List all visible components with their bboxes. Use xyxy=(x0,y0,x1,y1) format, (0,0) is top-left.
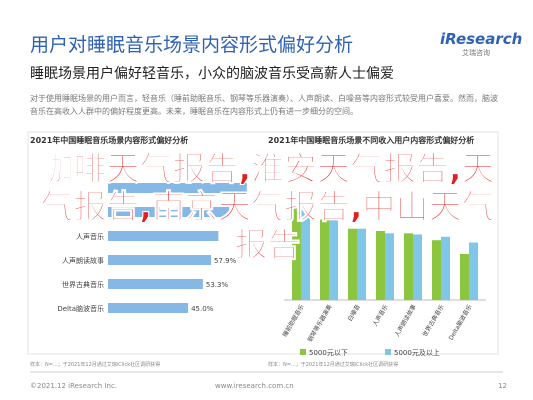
category-label: 钢琴等乐器演奏 xyxy=(306,303,334,343)
bar xyxy=(301,210,310,300)
bar xyxy=(108,255,212,265)
bar xyxy=(329,219,338,300)
legend-label: 5000元以下 xyxy=(309,349,348,357)
category-label: 人声朗读故事 xyxy=(393,303,418,338)
copyright: ©2021.12 iResearch Inc. xyxy=(30,382,117,390)
logo-sub: 艾瑞咨询 xyxy=(462,49,490,57)
value-label: 53.3% xyxy=(206,281,229,289)
value-label: 45.0% xyxy=(191,305,214,313)
chart-title: 2021年中国睡眠音乐场景内容形式偏好分析 xyxy=(30,135,188,145)
bar xyxy=(108,183,247,193)
bar xyxy=(357,228,366,300)
bar xyxy=(108,279,203,289)
bar xyxy=(108,231,219,241)
note: 样本：N=...；于2021年12月通过艾瑞iClick社区调研获得 xyxy=(30,361,160,368)
category-label: 白噪音 xyxy=(346,303,362,323)
subtitle: 睡眠场景用户偏好轻音乐，小众的脑波音乐受高薪人士偏爱 xyxy=(30,66,394,82)
category-label: 世界古典音乐 xyxy=(421,303,446,338)
category-label: 睡前助眠音乐 xyxy=(281,303,306,338)
value-label: 57.9% xyxy=(214,257,237,265)
bar xyxy=(404,233,413,300)
bar xyxy=(108,303,189,313)
bar xyxy=(348,228,357,300)
logo: iResearch xyxy=(440,30,523,48)
bar xyxy=(469,242,478,300)
category-label: 人声朗读故事 xyxy=(62,256,104,265)
category-label: 人声音乐 xyxy=(76,232,104,241)
bar xyxy=(385,233,394,300)
bar xyxy=(376,231,385,300)
category-label: Delta脑波音乐 xyxy=(447,303,474,342)
bar xyxy=(460,254,469,300)
page-number: 12 xyxy=(498,382,507,390)
category-label: 人声音乐 xyxy=(371,303,390,328)
bar xyxy=(413,234,422,300)
overlay-text: 咖啡天气报告,淮安天气报告,天气报告,南京天气报告,中山天气报告 xyxy=(40,149,495,264)
site: www.iresearch.com.cn xyxy=(215,382,294,390)
legend-label: 5000元及以上 xyxy=(394,348,440,357)
legend-swatch xyxy=(300,349,306,355)
bar xyxy=(441,236,450,300)
title: 用户对睡眠音乐场景内容形式偏好分析 xyxy=(30,34,354,56)
paragraph: 对于使用睡眠场景的用户而言，轻音乐（睡前助眠音乐、钢琴等乐器演奏）、人声朗读、白… xyxy=(30,94,498,116)
note: 样本：N=...；于2021年12月通过艾瑞iClick社区调研获得 xyxy=(268,361,398,368)
bar xyxy=(320,219,329,300)
chart-title: 2021年中国睡眠音乐场景不同收入用户内容形式偏好分析 xyxy=(268,135,474,145)
legend-swatch xyxy=(385,349,391,355)
bar xyxy=(292,208,301,300)
category-label: 世界古典音乐 xyxy=(62,280,104,289)
bar xyxy=(108,207,230,217)
frame xyxy=(27,131,499,355)
bar xyxy=(432,240,441,300)
category-label: Delta脑波音乐 xyxy=(57,304,104,313)
